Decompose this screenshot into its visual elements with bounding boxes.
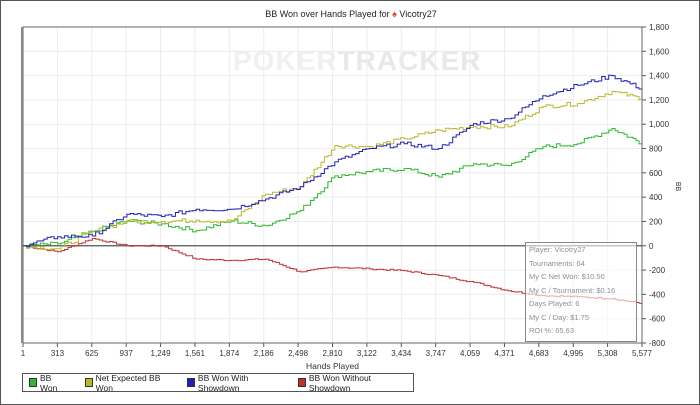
x-tick-label: 1,561 bbox=[185, 349, 206, 358]
y-tick-label: 1,400 bbox=[649, 72, 670, 81]
stat-line: Player: Vicotry27 bbox=[529, 245, 586, 254]
legend-label: BB Won Without Showdown bbox=[308, 372, 372, 393]
x-tick-label: 1 bbox=[21, 349, 26, 358]
x-tick-label: 2,498 bbox=[288, 349, 309, 358]
x-tick-label: 4,059 bbox=[460, 349, 481, 358]
stat-line: My C Net Won: $10.50 bbox=[529, 272, 605, 281]
y-tick-label: 1,800 bbox=[649, 23, 670, 32]
x-tick-label: 1,249 bbox=[151, 349, 172, 358]
y-tick-label: -600 bbox=[649, 315, 666, 324]
legend-item[interactable]: BB Won With Showdown bbox=[186, 372, 280, 393]
y-tick-label: 800 bbox=[649, 145, 663, 154]
series-line-net-expected-bb-won bbox=[23, 90, 643, 251]
y-tick-label: -200 bbox=[649, 266, 666, 275]
x-tick-label: 4,371 bbox=[494, 349, 515, 358]
x-tick-label: 3,122 bbox=[357, 349, 378, 358]
x-tick-label: 5,577 bbox=[632, 349, 653, 358]
x-tick-label: 3,747 bbox=[426, 349, 447, 358]
legend: BB Won Net Expected BB Won BB Won With Sho… bbox=[22, 372, 414, 393]
x-tick-label: 313 bbox=[51, 349, 65, 358]
y-tick-label: 1,000 bbox=[649, 120, 670, 129]
x-tick-label: 3,434 bbox=[391, 349, 412, 358]
x-tick-label: 625 bbox=[85, 349, 99, 358]
stat-line: Tournaments: 64 bbox=[529, 258, 585, 268]
x-tick-label: 5,308 bbox=[598, 349, 619, 358]
y-tick-label: -800 bbox=[649, 339, 666, 348]
series-line-bb-won-with-showdown bbox=[23, 74, 642, 247]
legend-swatch bbox=[186, 378, 195, 387]
player-name: Vicotry27 bbox=[399, 9, 437, 19]
stat-line: Days Played: 6 bbox=[529, 299, 580, 308]
stats-box: Player: Vicotry27 Tournaments: 64 My C Net… bbox=[525, 242, 637, 342]
legend-swatch bbox=[29, 378, 37, 387]
x-axis-label: Hands Played bbox=[306, 361, 359, 371]
y-tick-label: 600 bbox=[649, 169, 663, 178]
x-tick-label: 937 bbox=[119, 349, 133, 358]
legend-swatch bbox=[84, 378, 93, 387]
legend-label: BB Won bbox=[40, 372, 58, 393]
x-tick-label: 1,874 bbox=[219, 349, 240, 358]
pokertracker-watermark: POKERTRACKER bbox=[233, 45, 482, 76]
x-tick-label: 4,995 bbox=[563, 349, 584, 358]
legend-label: BB Won With Showdown bbox=[197, 372, 249, 393]
chart-title: BB Won over Hands Played for ♠ Vicotry27 bbox=[1, 9, 699, 19]
stat-line: ROI %: 65.63 bbox=[529, 326, 575, 335]
y-tick-label: 0 bbox=[649, 242, 654, 251]
y-tick-label: 400 bbox=[649, 193, 663, 202]
x-tick-label: 2,810 bbox=[322, 349, 343, 358]
y-tick-label: 1,600 bbox=[649, 47, 670, 56]
stat-line: My C / Day: $1.75 bbox=[529, 312, 590, 322]
legend-item[interactable]: Net Expected BB Won bbox=[84, 372, 169, 393]
stat-line: My C / Tournament: $0.16 bbox=[529, 285, 616, 295]
y-tick-label: -400 bbox=[649, 290, 666, 299]
legend-item[interactable]: BB Won bbox=[29, 373, 67, 393]
x-tick-label: 4,683 bbox=[529, 349, 550, 358]
y-tick-label: 200 bbox=[649, 217, 663, 226]
x-tick-label: 2,186 bbox=[254, 349, 275, 358]
title-text: BB Won over Hands Played for bbox=[265, 9, 390, 19]
pokerstars-spade-icon: ♠ bbox=[392, 9, 397, 19]
legend-label: Net Expected BB Won bbox=[95, 372, 161, 393]
legend-item[interactable]: BB Won Without Showdown bbox=[297, 372, 401, 393]
series-line-bb-won bbox=[23, 128, 643, 248]
legend-swatch bbox=[297, 378, 306, 387]
y-tick-label: 1,200 bbox=[649, 96, 670, 105]
y-axis-label: BB bbox=[674, 181, 682, 192]
